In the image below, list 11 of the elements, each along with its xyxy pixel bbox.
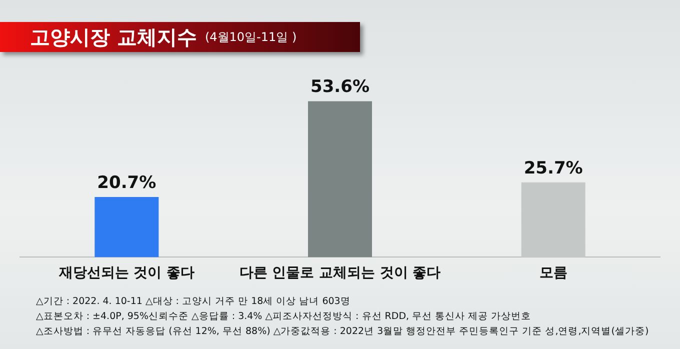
x-tick-label: 재당선되는 것이 좋다	[58, 265, 195, 282]
data-label: 20.7%	[97, 172, 156, 193]
x-tick-label: 다른 인물로 교체되는 것이 좋다	[239, 265, 441, 282]
data-label: 25.7%	[524, 158, 583, 178]
text: △기간 : 2022. 4. 10-11 △대상 : 고양시 거주 만 18세 이상 남녀 603명	[36, 295, 352, 309]
data-label: 53.6%	[310, 77, 370, 98]
text: △표본오차 : ±4.0P, 95%신뢰수준 △응답률 : 3.4% △피조사자선정방식 : 유선 RDD, 무선 통신사 제공 가상번호	[36, 310, 532, 324]
text: △조사방법 : 유무선 자동응답 (유선 12%, 무선 88%) △가중값적용 : 2022년 3월말 행정안전부 주민등록인구 기준 성,연령,지역별(셀가중)	[36, 325, 649, 339]
chart-subtitle: (4월10일-11일 )	[204, 28, 297, 46]
chart-title: 고양시장 교체지수	[30, 24, 197, 50]
x-tick-label: 모름	[539, 265, 568, 282]
